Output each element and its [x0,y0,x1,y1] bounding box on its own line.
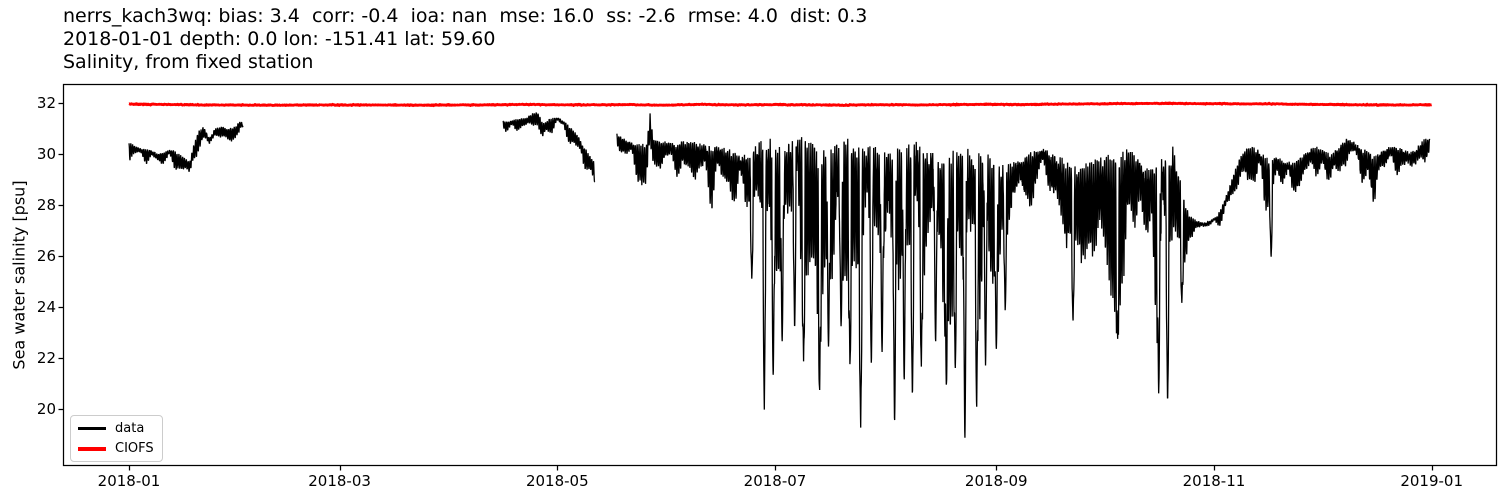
legend-item-data: data [78,421,155,436]
legend-data-line [78,427,106,430]
legend-ciofs-line [78,446,106,451]
x-tick-label: 2018-07 [743,472,807,490]
x-tick-label: 2018-09 [964,472,1028,490]
y-tick-label: 26 [36,246,56,265]
legend-label: data [115,421,145,436]
y-tick-label: 20 [36,399,56,418]
x-tick-label: 2018-11 [1182,472,1246,490]
legend: data CIOFS [70,415,163,462]
chart-title-variable: Salinity, from fixed station [63,51,314,73]
y-tick-label: 28 [36,195,56,214]
legend-item-ciofs: CIOFS [78,441,155,456]
x-tick-label: 2019-01 [1400,472,1464,490]
x-tick-label: 2018-03 [308,472,371,490]
chart-title-station-info: 2018-01-01 depth: 0.0 lon: -151.41 lat: … [63,28,496,50]
legend-label: CIOFS [115,441,154,456]
y-tick-label: 32 [36,94,56,113]
y-tick-label: 22 [36,348,56,367]
y-tick-label: 24 [36,297,56,316]
x-tick-label: 2018-01 [97,472,161,490]
y-tick-label: 30 [36,145,56,164]
x-tick-label: 2018-05 [525,472,589,490]
chart-title-stats: nerrs_kach3wq: bias: 3.4 corr: -0.4 ioa:… [63,5,868,27]
